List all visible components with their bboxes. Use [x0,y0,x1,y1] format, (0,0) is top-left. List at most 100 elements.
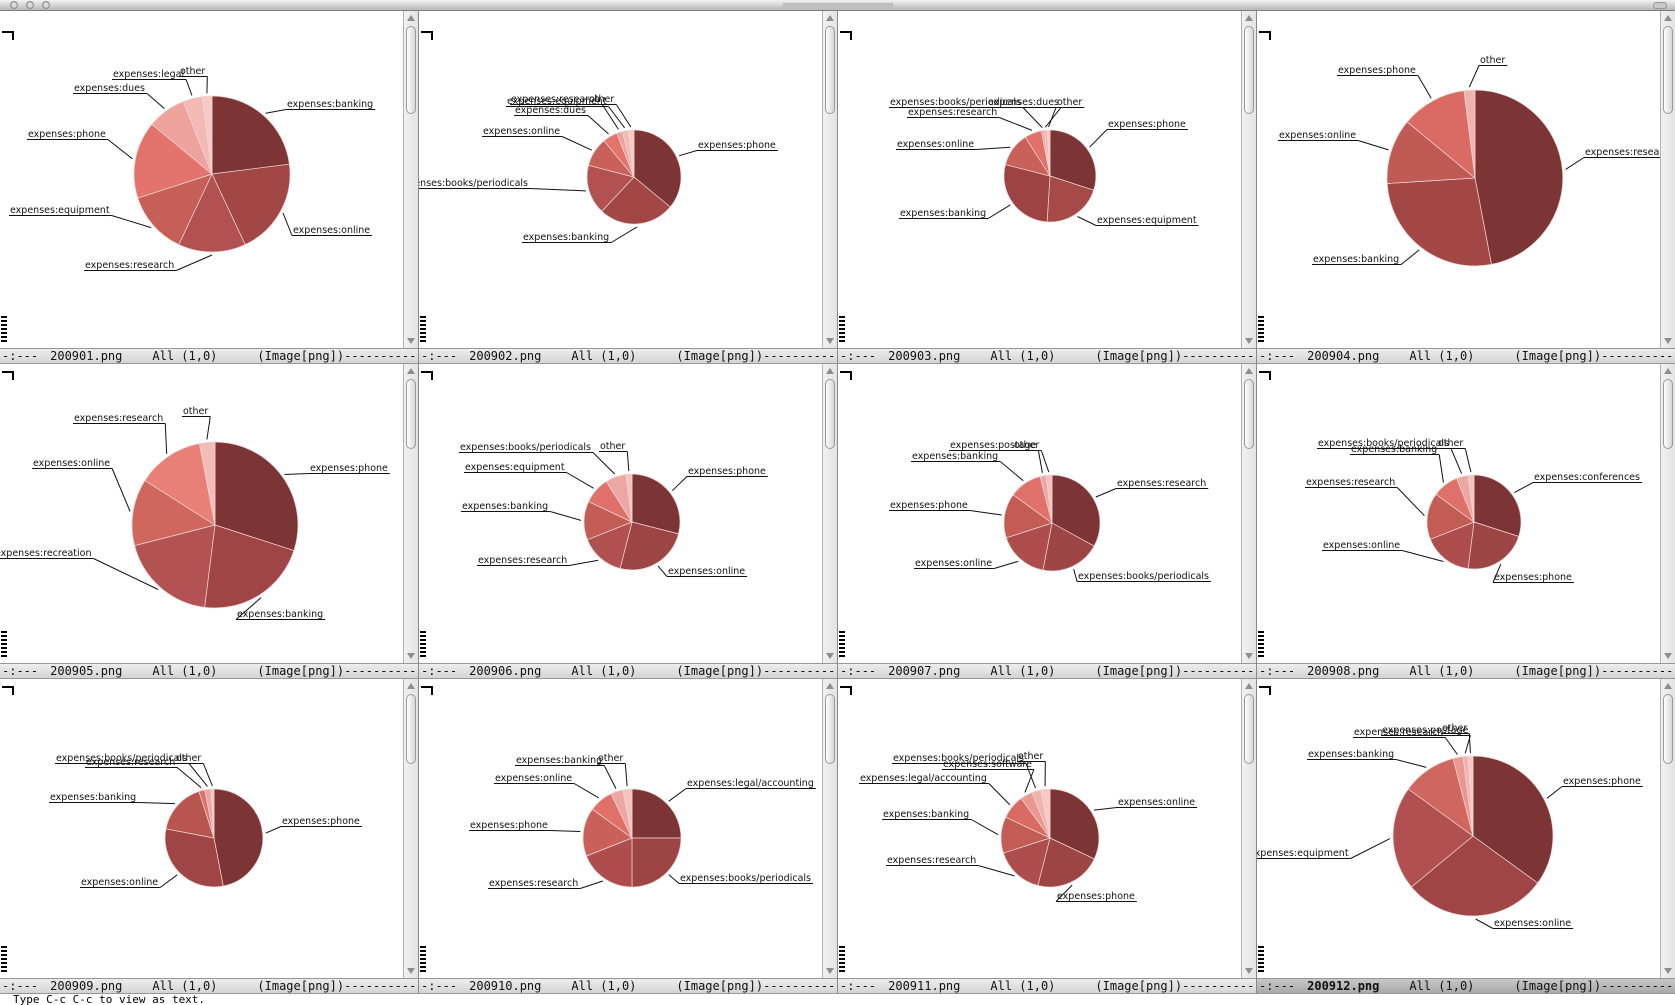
slice-label: expenses:research [85,260,174,271]
close-button[interactable] [10,1,18,9]
scrollbar[interactable] [403,679,418,978]
modeline-mode: (Image[png])----------------------------… [257,664,418,678]
scroll-up-arrow-icon[interactable] [826,15,834,21]
scroll-down-arrow-icon[interactable] [1245,968,1253,974]
modeline-position: All (1,0) [990,664,1055,678]
modeline-buffer-name: 200901.png [50,349,122,363]
slice-label: expenses:books/periodicals [893,753,1024,764]
minibuffer[interactable]: Type C-c C-c to view as text. [0,994,1675,1005]
minimize-button[interactable] [26,1,34,9]
scrollbar[interactable] [822,11,837,348]
modeline-prefix: -:--- [840,979,876,993]
modeline[interactable]: -:--- 200903.png All (1,0) (Image[png])-… [838,348,1256,364]
modeline[interactable]: -:--- 200905.png All (1,0) (Image[png])-… [0,663,418,679]
scrollbar[interactable] [1660,679,1675,978]
modeline-prefix: -:--- [840,349,876,363]
scroll-down-arrow-icon[interactable] [826,968,834,974]
scrollbar-thumb[interactable] [825,694,835,764]
slice-label: expenses:books/periodicals [460,442,591,453]
scrollbar[interactable] [1660,364,1675,663]
fringe-continuation-marks [839,946,845,972]
scrollbar-thumb[interactable] [1244,379,1254,449]
scroll-up-arrow-icon[interactable] [826,683,834,689]
modeline[interactable]: -:--- 200908.png All (1,0) (Image[png])-… [1257,663,1675,679]
modeline-buffer-name: 200902.png [469,349,541,363]
scrollbar[interactable] [403,11,418,348]
scroll-up-arrow-icon[interactable] [1664,683,1672,689]
scroll-down-arrow-icon[interactable] [407,968,415,974]
scroll-down-arrow-icon[interactable] [407,653,415,659]
scroll-down-arrow-icon[interactable] [826,338,834,344]
scrollbar[interactable] [1241,364,1256,663]
scrollbar-thumb[interactable] [1663,694,1673,764]
scroll-up-arrow-icon[interactable] [1664,368,1672,374]
fringe-continuation-marks [1258,316,1264,342]
modeline-mode: (Image[png])----------------------------… [676,664,837,678]
scrollbar[interactable] [1660,11,1675,348]
modeline-mode: (Image[png])----------------------------… [676,349,837,363]
image-buffer[interactable]: expenses:phoneexpenses:bankingexpenses:b… [419,11,837,348]
scroll-up-arrow-icon[interactable] [1664,15,1672,21]
scrollbar[interactable] [1241,11,1256,348]
zoom-button[interactable] [42,1,50,9]
modeline-position: All (1,0) [571,349,636,363]
scrollbar-thumb[interactable] [1663,26,1673,114]
scroll-down-arrow-icon[interactable] [1245,653,1253,659]
scrollbar-thumb[interactable] [825,26,835,114]
scrollbar[interactable] [822,364,837,663]
modeline[interactable]: -:--- 200911.png All (1,0) (Image[png])-… [838,978,1256,994]
modeline-prefix: -:--- [1259,979,1295,993]
slice-label: expenses:online [483,126,560,137]
modeline-position: All (1,0) [990,349,1055,363]
scroll-down-arrow-icon[interactable] [1664,968,1672,974]
scroll-down-arrow-icon[interactable] [1245,338,1253,344]
scroll-down-arrow-icon[interactable] [1664,653,1672,659]
scrollbar-thumb[interactable] [406,26,416,114]
scrollbar-thumb[interactable] [1244,26,1254,114]
scroll-up-arrow-icon[interactable] [1245,683,1253,689]
scroll-up-arrow-icon[interactable] [1245,15,1253,21]
scrollbar-thumb[interactable] [406,694,416,764]
modeline[interactable]: -:--- 200906.png All (1,0) (Image[png])-… [419,663,837,679]
modeline[interactable]: -:--- 200902.png All (1,0) (Image[png])-… [419,348,837,364]
scrollbar-thumb[interactable] [1244,694,1254,764]
modeline[interactable]: -:--- 200901.png All (1,0) (Image[png])-… [0,348,418,364]
scrollbar-thumb[interactable] [1663,379,1673,449]
scrollbar[interactable] [1241,679,1256,978]
scroll-down-arrow-icon[interactable] [407,338,415,344]
modeline[interactable]: -:--- 200912.png All (1,0) (Image[png])-… [1257,978,1675,994]
modeline[interactable]: -:--- 200907.png All (1,0) (Image[png])-… [838,663,1256,679]
modeline[interactable]: -:--- 200910.png All (1,0) (Image[png])-… [419,978,837,994]
scrollbar[interactable] [403,364,418,663]
scrollbar[interactable] [822,679,837,978]
pie-chart-image: expenses:phoneexpenses:bankingexpenses:r… [0,364,418,663]
scroll-down-arrow-icon[interactable] [1664,338,1672,344]
modeline[interactable]: -:--- 200904.png All (1,0) (Image[png])-… [1257,348,1675,364]
scroll-up-arrow-icon[interactable] [407,368,415,374]
scroll-up-arrow-icon[interactable] [1245,368,1253,374]
slice-label: other [180,66,205,77]
scrollbar-thumb[interactable] [825,379,835,449]
modeline[interactable]: -:--- 200909.png All (1,0) (Image[png])-… [0,978,418,994]
scroll-up-arrow-icon[interactable] [826,368,834,374]
modeline-buffer-name: 200904.png [1307,349,1379,363]
scroll-up-arrow-icon[interactable] [407,15,415,21]
slice-label: expenses:legal [113,69,184,80]
scroll-down-arrow-icon[interactable] [826,653,834,659]
pie-chart-image: expenses:phoneexpenses:equipmentexpenses… [838,11,1256,348]
scrollbar-thumb[interactable] [406,379,416,449]
scroll-up-arrow-icon[interactable] [407,683,415,689]
